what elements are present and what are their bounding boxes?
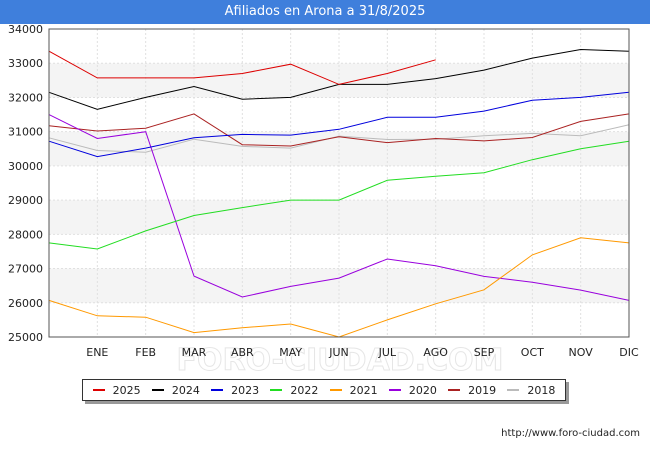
- y-tick-label: 31000: [8, 126, 43, 139]
- y-tick-label: 27000: [8, 263, 43, 276]
- x-tick-label: NOV: [569, 346, 594, 359]
- legend-label: 2022: [290, 383, 319, 397]
- y-axis-tick-labels: 25000 26000 27000 28000 29000 30000 31000 32000…: [8, 23, 43, 344]
- legend-label: 2025: [112, 383, 141, 397]
- chart-title: Afiliados en Arona a 31/8/2025: [0, 0, 650, 24]
- y-tick-label: 32000: [8, 91, 43, 104]
- y-tick-label: 29000: [8, 194, 43, 207]
- series-line-2019: [48, 113, 630, 147]
- x-tick-label: ENE: [86, 346, 108, 359]
- legend-swatch: [270, 389, 283, 391]
- plot-band: [49, 302, 629, 337]
- y-tick-label: 30000: [8, 160, 43, 173]
- legend-item-2022: 2022: [270, 384, 318, 397]
- legend-item-2021: 2021: [329, 383, 378, 397]
- x-tick-label: FEB: [135, 346, 156, 359]
- x-tick-label: JUL: [378, 346, 397, 359]
- x-tick-label: ABR: [231, 346, 254, 359]
- watermark: FORO-CIUDAD.COM: [177, 343, 504, 378]
- legend-label: 2021: [349, 383, 378, 397]
- source-link[interactable]: http://www.foro-ciudad.com: [501, 428, 640, 439]
- x-tick-label: DIC: [619, 346, 639, 359]
- legend-swatch: [92, 389, 105, 391]
- x-tick-label: AGO: [423, 346, 448, 359]
- legend-swatch: [211, 389, 224, 391]
- legend-label: 2024: [171, 383, 200, 397]
- legend-item-2019: 2019: [448, 384, 496, 397]
- legend-swatch: [507, 389, 520, 391]
- y-tick-label: 34000: [8, 23, 43, 36]
- legend-swatch: [151, 389, 164, 391]
- series-line-2022: [48, 140, 630, 250]
- chart-legend: 2025 2024 2023 2022 2021 2020 2019 2018: [82, 379, 566, 401]
- series-line-2025: [48, 50, 436, 85]
- y-tick-label: 26000: [8, 297, 43, 310]
- legend-swatch: [448, 389, 461, 391]
- x-tick-label: SEP: [474, 346, 495, 359]
- x-tick-label: MAR: [182, 346, 207, 359]
- x-tick-label: JUN: [328, 346, 349, 359]
- legend-item-2024: 2024: [151, 383, 200, 397]
- legend-item-2020: 2020: [388, 383, 437, 397]
- x-tick-label: OCT: [521, 346, 544, 359]
- series-line-2023: [48, 91, 630, 158]
- legend-item-2023: 2023: [211, 384, 259, 397]
- legend-label: 2020: [408, 383, 437, 397]
- plot-band: [49, 63, 629, 98]
- legend-swatch: [388, 389, 401, 391]
- legend-item-2025: 2025: [92, 383, 141, 397]
- x-axis-tick-labels: ENE FEB MAR ABR MAY JUN JUL AGO SEP OCT NOV DIC: [86, 346, 639, 359]
- legend-label: 2019: [468, 383, 497, 397]
- y-tick-label: 33000: [8, 57, 43, 70]
- legend-label: 2018: [527, 383, 556, 397]
- legend-swatch: [329, 389, 342, 391]
- series-line-2020: [48, 114, 630, 301]
- legend-label: 2023: [231, 383, 260, 397]
- series-lines: [48, 48, 630, 338]
- legend-item-2018: 2018: [507, 384, 555, 397]
- x-tick-label: MAY: [279, 346, 302, 359]
- series-line-2018: [48, 124, 630, 153]
- y-tick-label: 28000: [8, 228, 43, 241]
- plot-frame: [48, 28, 630, 338]
- y-tick-label: 25000: [8, 331, 43, 344]
